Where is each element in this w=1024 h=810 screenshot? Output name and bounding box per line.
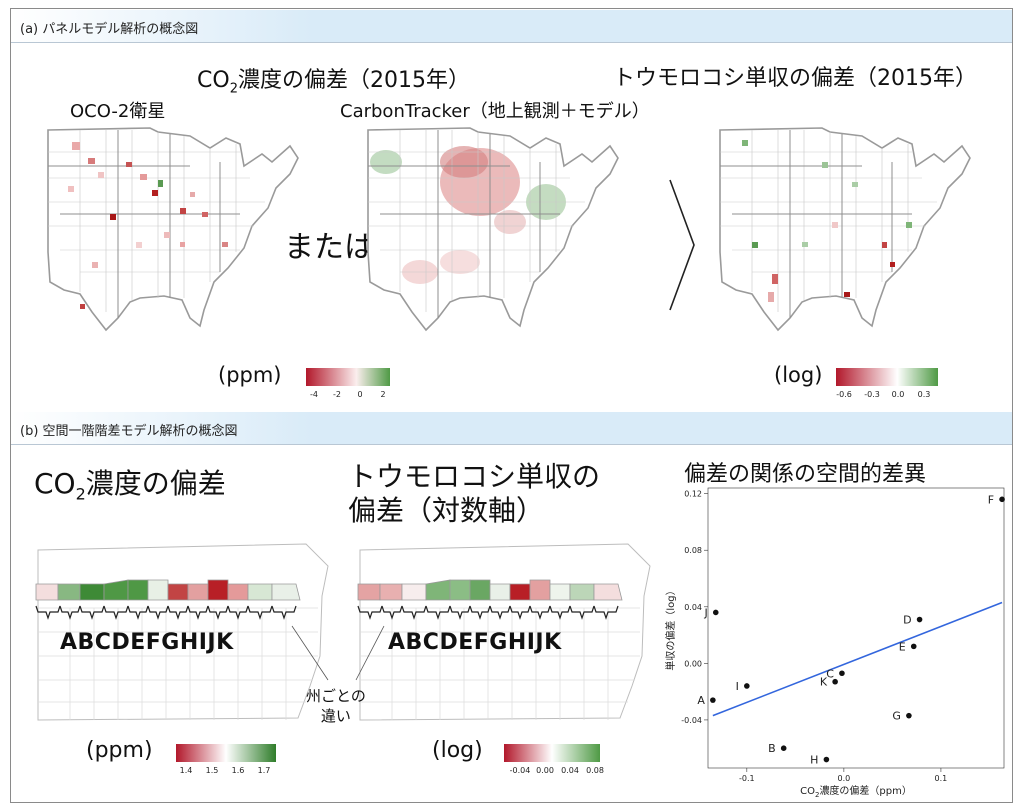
data-point-a — [710, 697, 716, 703]
legend-tick: -4 — [310, 390, 318, 399]
legend-tick: 1.6 — [232, 766, 245, 775]
x-tick-label: -0.1 — [739, 774, 755, 783]
data-point-b — [780, 745, 787, 752]
legend-tick: 0.3 — [918, 390, 931, 399]
trend-line — [712, 601, 1003, 717]
carbontracker-label: CarbonTracker（地上観測＋モデル） — [340, 101, 650, 122]
data-point-k — [832, 678, 838, 685]
x-tick-label: 0.0 — [838, 774, 851, 783]
iowa-map-co2 — [35, 543, 329, 721]
data-point-c — [839, 670, 845, 677]
arrow-right-icon — [669, 179, 695, 311]
y-axis-label: 単収の偏差（log） — [664, 585, 677, 670]
y-tick-label: 0.08 — [684, 546, 702, 555]
state-diff-callout-lines — [291, 625, 385, 681]
legend-tick: 0.00 — [536, 766, 554, 775]
legend-tick: -0.6 — [836, 390, 852, 399]
us-map-corn-yield — [719, 127, 971, 332]
unit-ppm-b: (ppm) — [86, 738, 153, 763]
legend-tick: 0.0 — [892, 390, 905, 399]
legend-tick: 1.4 — [180, 766, 193, 775]
co2-map-title: CO2濃度の偏差（2015年） — [197, 68, 470, 97]
point-label-f: F — [988, 493, 994, 506]
point-label-g: G — [892, 710, 901, 723]
point-label-k: K — [820, 676, 828, 689]
data-point-g — [906, 712, 912, 719]
state-letters-left: ABCDEFGHIJK — [60, 630, 234, 655]
point-label-b: B — [768, 742, 776, 755]
data-point-h — [823, 756, 830, 763]
legend-tick: -2 — [333, 390, 341, 399]
legend-tick: -0.3 — [864, 390, 880, 399]
point-label-i: I — [736, 680, 739, 693]
legend-tick: -0.04 — [510, 766, 531, 775]
data-point-e — [910, 643, 917, 650]
unit-ppm-a: (ppm) — [218, 363, 282, 387]
y-tick-label: 0.00 — [684, 659, 702, 668]
legend-tick: 0.08 — [586, 766, 604, 775]
legend-tick: 1.5 — [206, 766, 219, 775]
corn-map-title: トウモロコシ単収の偏差（2015年） — [613, 66, 977, 91]
corn-iowa-title: トウモロコシ単収の 偏差（対数軸） — [348, 460, 601, 527]
plot-area — [707, 487, 1005, 769]
point-label-a: A — [697, 694, 705, 707]
figure-frame — [10, 8, 1013, 803]
legend-ppm-b: 1.4 1.5 1.6 1.7 — [176, 744, 276, 775]
state-letters-right: ABCDEFGHIJK — [388, 630, 562, 655]
or-text: または — [284, 230, 374, 265]
us-map-carbontracker — [367, 127, 619, 332]
panel-a-header: (a) パネルモデル解析の概念図 — [11, 10, 1012, 43]
state-diff-label: 州ごとの 違い — [306, 687, 366, 725]
legend-ppm-a: -4 -2 0 2 — [306, 368, 390, 399]
data-point-i — [744, 683, 750, 689]
data-point-j — [712, 609, 719, 616]
us-map-oco2 — [47, 127, 299, 332]
unit-log-b: (log) — [432, 738, 483, 763]
point-label-e: E — [899, 640, 906, 653]
point-label-d: D — [903, 614, 911, 627]
legend-tick: 0.04 — [561, 766, 579, 775]
oco2-label: OCO-2衛星 — [70, 101, 166, 122]
point-label-c: C — [826, 667, 834, 680]
y-tick-label: 0.04 — [684, 603, 702, 612]
legend-log-b: -0.04 0.00 0.04 0.08 — [504, 744, 604, 775]
scatter-chart: -0.1 0.0 0.1 -0.04 0.00 0.04 0.08 0.12 A B C DE F G H… — [664, 487, 1005, 799]
legend-log-a: -0.6 -0.3 0.0 0.3 — [836, 368, 938, 399]
legend-tick: 1.7 — [258, 766, 271, 775]
unit-log-a: (log) — [774, 363, 823, 387]
legend-tick: 2 — [380, 390, 385, 399]
data-point-f — [999, 496, 1005, 503]
x-tick-label: 0.1 — [935, 774, 948, 783]
x-axis-label: CO2濃度の偏差（ppm） — [800, 784, 912, 799]
co2-iowa-title: CO2濃度の偏差 — [34, 467, 226, 504]
legend-tick: 0 — [357, 390, 362, 399]
y-tick-label: -0.04 — [681, 716, 702, 725]
iowa-map-corn — [357, 543, 651, 721]
y-tick-label: 0.12 — [684, 490, 702, 499]
point-label-j: J — [704, 606, 708, 619]
scatter-title: 偏差の関係の空間的差異 — [684, 462, 927, 487]
panel-b-header: (b) 空間一階階差モデル解析の概念図 — [11, 412, 1012, 445]
point-label-h: H — [810, 754, 818, 767]
data-point-d — [916, 616, 923, 623]
